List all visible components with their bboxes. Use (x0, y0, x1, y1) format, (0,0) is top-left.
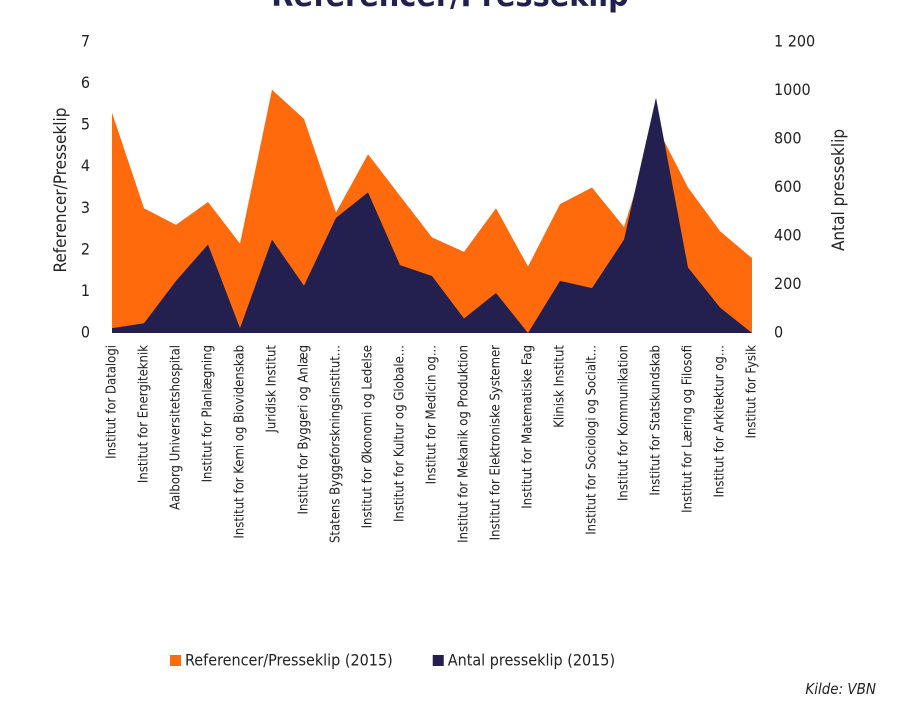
y-tick-label: 2 (81, 239, 90, 258)
y-axis-label: Referencer/Presseklip (51, 107, 71, 272)
y-tick-label: 3 (81, 198, 90, 217)
x-tick-label: Institut for Kommunikation (617, 345, 632, 501)
x-tick-label: Klinisk Institut (553, 345, 568, 428)
x-tick-label: Juridisk Institut (265, 345, 280, 434)
source: Kilde: VBN (805, 680, 876, 698)
legend-label: Antal presseklip (2015) (448, 651, 615, 670)
y2-tick-label: 600 (774, 177, 801, 196)
chart-title: Referencer/Presseklip (271, 0, 628, 14)
y-tick-label: 6 (81, 73, 90, 92)
y2-tick-label: 200 (774, 274, 801, 293)
y-tick-label: 1 (81, 281, 90, 300)
y-tick-label: 7 (81, 32, 90, 51)
y-tick-label: 0 (81, 323, 90, 342)
y-tick-label: 4 (81, 156, 90, 175)
y2-tick-label: 0 (774, 323, 783, 342)
y2-tick-label: 800 (774, 129, 801, 148)
x-tick-label: Institut for Fysik (745, 345, 760, 439)
x-tick-label: Institut for Byggeri og Anlæg (297, 345, 312, 515)
legend-swatch (432, 655, 444, 666)
x-tick-label: Institut for Læring og Filosofi (681, 345, 696, 513)
y2-tick-label: 400 (774, 226, 801, 245)
x-tick-label: Institut for Statskundskab (649, 345, 664, 496)
x-tick-label: Institut for Mekanik og Produktion (457, 345, 472, 543)
x-tick-label: Institut for Sociologi og Socialt... (585, 345, 600, 535)
y2-tick-label: 1000 (774, 80, 811, 99)
x-tick-label: Institut for Medicin og... (425, 345, 440, 484)
x-tick-label: Institut for Planlægning (201, 345, 216, 482)
x-tick-label: Statens Byggeforskningsinstitut... (329, 345, 344, 543)
legend-swatch (170, 655, 181, 666)
x-tick-label: Institut for Elektroniske Systemer (489, 345, 504, 541)
x-tick-label: Institut for Kultur og Globale... (393, 345, 408, 522)
y2-tick-label: 1 200 (774, 32, 815, 51)
y-tick-label: 5 (81, 115, 90, 134)
x-tick-label: Institut for Energiteknik (137, 345, 152, 483)
legend-label: Referencer/Presseklip (2015) (185, 651, 393, 670)
area (112, 97, 752, 334)
x-tick-label: Institut for Arkitektur og... (713, 345, 728, 497)
x-tick-label: Institut for Matematiske Fag (521, 345, 536, 509)
x-tick-label: Institut for Økonomi og Ledelse (361, 345, 376, 528)
x-tick-label: Aalborg Universitetshospital (169, 345, 184, 510)
x-tick-label: Institut for Datalogi (105, 345, 120, 459)
x-tick-label: Institut for Kemi og Biovidenskab (233, 345, 248, 539)
y2-axis-label: Antal presseklip (829, 129, 849, 251)
